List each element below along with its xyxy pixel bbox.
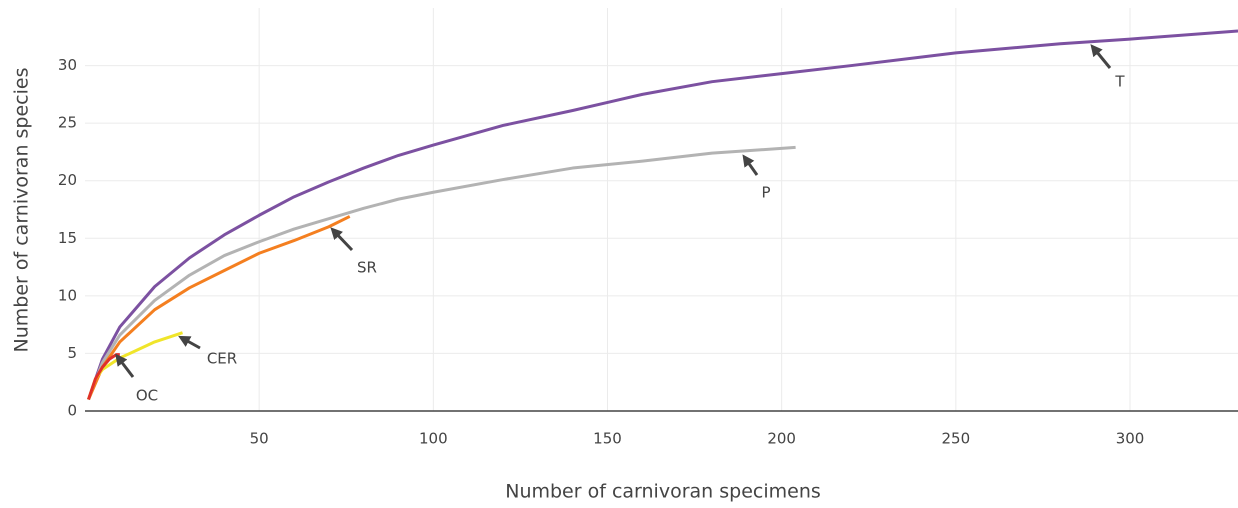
annotation-label: OC: [136, 387, 158, 405]
y-axis-title: Number of carnivoran species: [11, 68, 33, 353]
y-tick-label: 10: [58, 286, 77, 304]
lines: [87, 29, 1238, 401]
annotation-label: SR: [357, 259, 377, 277]
series-line: [87, 145, 796, 401]
y-tick-label: 25: [58, 114, 77, 132]
annotation-label: T: [1114, 73, 1125, 91]
annotation-arrow: [330, 227, 354, 252]
annotation-arrow: [115, 353, 135, 378]
y-tick-label: 15: [58, 229, 77, 247]
x-axis-title: Number of carnivoran specimens: [505, 481, 821, 503]
x-tick-label: 150: [593, 430, 622, 448]
annotation-label: P: [761, 184, 770, 202]
x-tick-label: 250: [942, 430, 971, 448]
y-tick-label: 5: [67, 344, 77, 362]
annotation-arrow: [178, 335, 201, 350]
grid: [85, 8, 1238, 412]
y-tick-label: 20: [58, 171, 77, 189]
y-tick-label: 0: [67, 402, 77, 420]
x-tick-label: 200: [767, 430, 796, 448]
x-tick-label: 50: [250, 430, 269, 448]
annotation-arrow: [742, 154, 759, 176]
x-tick-label: 100: [419, 430, 448, 448]
x-tick-label: 300: [1116, 430, 1145, 448]
series-line: [87, 29, 1238, 400]
series-line: [87, 215, 351, 401]
annotation-arrow: [1090, 44, 1112, 69]
annotation-label: CER: [207, 350, 237, 368]
y-tick-label: 30: [58, 56, 77, 74]
